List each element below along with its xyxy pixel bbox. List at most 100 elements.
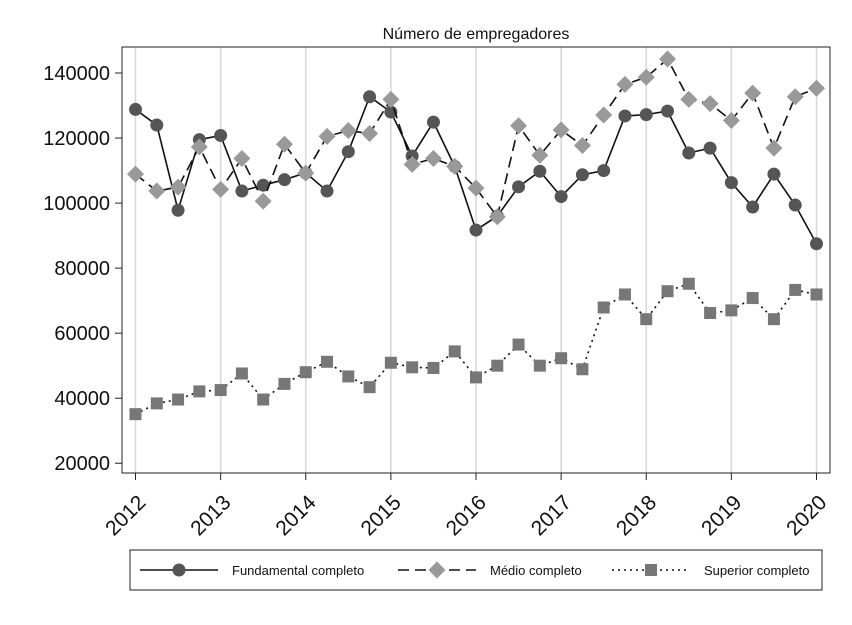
y-tick-label: 60000 bbox=[54, 323, 110, 345]
data-point-square bbox=[725, 304, 738, 317]
data-point-diamond bbox=[403, 155, 421, 173]
data-point-square bbox=[257, 393, 270, 406]
data-point-circle bbox=[575, 168, 589, 182]
legend-marker-diamond bbox=[428, 561, 446, 579]
series-diamond bbox=[127, 50, 825, 226]
data-point-square bbox=[406, 361, 419, 374]
data-point-diamond bbox=[275, 135, 293, 153]
data-point-square bbox=[618, 288, 631, 301]
data-point-diamond bbox=[424, 150, 442, 168]
data-point-circle bbox=[320, 184, 334, 198]
data-point-circle bbox=[682, 146, 696, 160]
legend: Fundamental completo Médio completo Superi… bbox=[129, 549, 823, 591]
data-point-diamond bbox=[382, 90, 400, 108]
data-point-circle bbox=[469, 223, 483, 237]
data-point-diamond bbox=[318, 127, 336, 145]
y-tick-label: 120000 bbox=[43, 128, 110, 150]
data-point-square bbox=[555, 352, 568, 365]
data-point-diamond bbox=[190, 138, 208, 156]
data-point-diamond bbox=[148, 182, 166, 200]
data-point-square bbox=[576, 363, 589, 376]
y-tick-label: 40000 bbox=[54, 388, 110, 410]
data-point-square bbox=[214, 384, 227, 397]
data-point-square bbox=[193, 385, 206, 398]
data-point-square bbox=[533, 359, 546, 372]
data-point-square bbox=[746, 292, 759, 305]
data-point-diamond bbox=[254, 192, 272, 210]
data-point-square bbox=[640, 313, 653, 326]
data-point-square bbox=[661, 285, 674, 298]
data-point-circle bbox=[426, 115, 440, 129]
data-point-diamond bbox=[488, 208, 506, 226]
legend-marker-square bbox=[645, 564, 657, 576]
data-point-circle bbox=[512, 180, 526, 194]
data-point-diamond bbox=[680, 90, 698, 108]
data-point-diamond bbox=[722, 111, 740, 129]
data-point-square bbox=[363, 381, 376, 394]
data-point-diamond bbox=[127, 165, 144, 183]
data-point-diamond bbox=[595, 106, 613, 124]
data-point-circle bbox=[724, 176, 738, 190]
y-tick-label: 20000 bbox=[54, 453, 110, 475]
data-point-circle bbox=[788, 198, 802, 212]
data-point-diamond bbox=[339, 122, 357, 140]
data-point-circle bbox=[597, 164, 611, 178]
y-tick-label: 100000 bbox=[43, 193, 110, 215]
data-point-circle bbox=[746, 200, 760, 214]
data-point-diamond bbox=[446, 157, 464, 175]
data-point-square bbox=[235, 367, 248, 380]
data-point-square bbox=[682, 277, 695, 290]
data-point-square bbox=[384, 356, 397, 369]
legend-label-square: Superior completo bbox=[704, 563, 810, 578]
data-point-square bbox=[342, 370, 355, 383]
data-point-diamond bbox=[552, 121, 570, 139]
data-point-square bbox=[150, 397, 163, 410]
y-tick-label: 80000 bbox=[54, 258, 110, 280]
data-point-square bbox=[172, 393, 185, 406]
series-line-square bbox=[135, 282, 817, 415]
data-point-square bbox=[427, 361, 440, 374]
data-point-diamond bbox=[573, 137, 591, 155]
data-point-square bbox=[299, 366, 312, 379]
data-point-circle bbox=[277, 173, 291, 187]
data-point-diamond bbox=[786, 88, 804, 106]
data-point-circle bbox=[214, 128, 228, 142]
data-point-square bbox=[810, 288, 823, 301]
data-point-circle bbox=[661, 104, 675, 118]
data-point-circle bbox=[256, 178, 270, 192]
data-point-square bbox=[321, 355, 334, 368]
data-point-diamond bbox=[531, 146, 549, 164]
data-point-circle bbox=[150, 118, 164, 132]
data-point-square bbox=[129, 408, 142, 421]
data-point-square bbox=[767, 313, 780, 326]
series-line-diamond bbox=[135, 57, 817, 219]
data-point-diamond bbox=[808, 79, 825, 97]
data-point-circle bbox=[341, 145, 355, 159]
data-point-diamond bbox=[233, 150, 251, 168]
data-point-square bbox=[789, 283, 802, 296]
data-point-circle bbox=[767, 167, 781, 181]
data-point-diamond bbox=[510, 117, 528, 135]
legend-label-circle: Fundamental completo bbox=[232, 563, 364, 578]
data-point-diamond bbox=[616, 75, 634, 93]
data-point-circle bbox=[554, 190, 568, 204]
data-point-diamond bbox=[297, 164, 315, 182]
data-point-square bbox=[597, 301, 610, 314]
data-point-diamond bbox=[361, 125, 379, 143]
data-point-circle bbox=[129, 102, 142, 116]
data-point-square bbox=[470, 371, 482, 384]
chart-title: Número de empregadores bbox=[383, 26, 570, 43]
data-point-diamond bbox=[765, 139, 783, 157]
data-point-diamond bbox=[701, 95, 719, 113]
data-point-circle bbox=[618, 109, 632, 123]
data-point-circle bbox=[639, 108, 653, 122]
legend-label-diamond: Médio completo bbox=[490, 563, 582, 578]
data-point-circle bbox=[533, 164, 547, 178]
data-point-square bbox=[278, 377, 291, 390]
data-point-diamond bbox=[659, 50, 677, 68]
data-point-square bbox=[491, 359, 504, 372]
data-point-circle bbox=[363, 90, 377, 104]
data-point-square bbox=[512, 338, 525, 351]
